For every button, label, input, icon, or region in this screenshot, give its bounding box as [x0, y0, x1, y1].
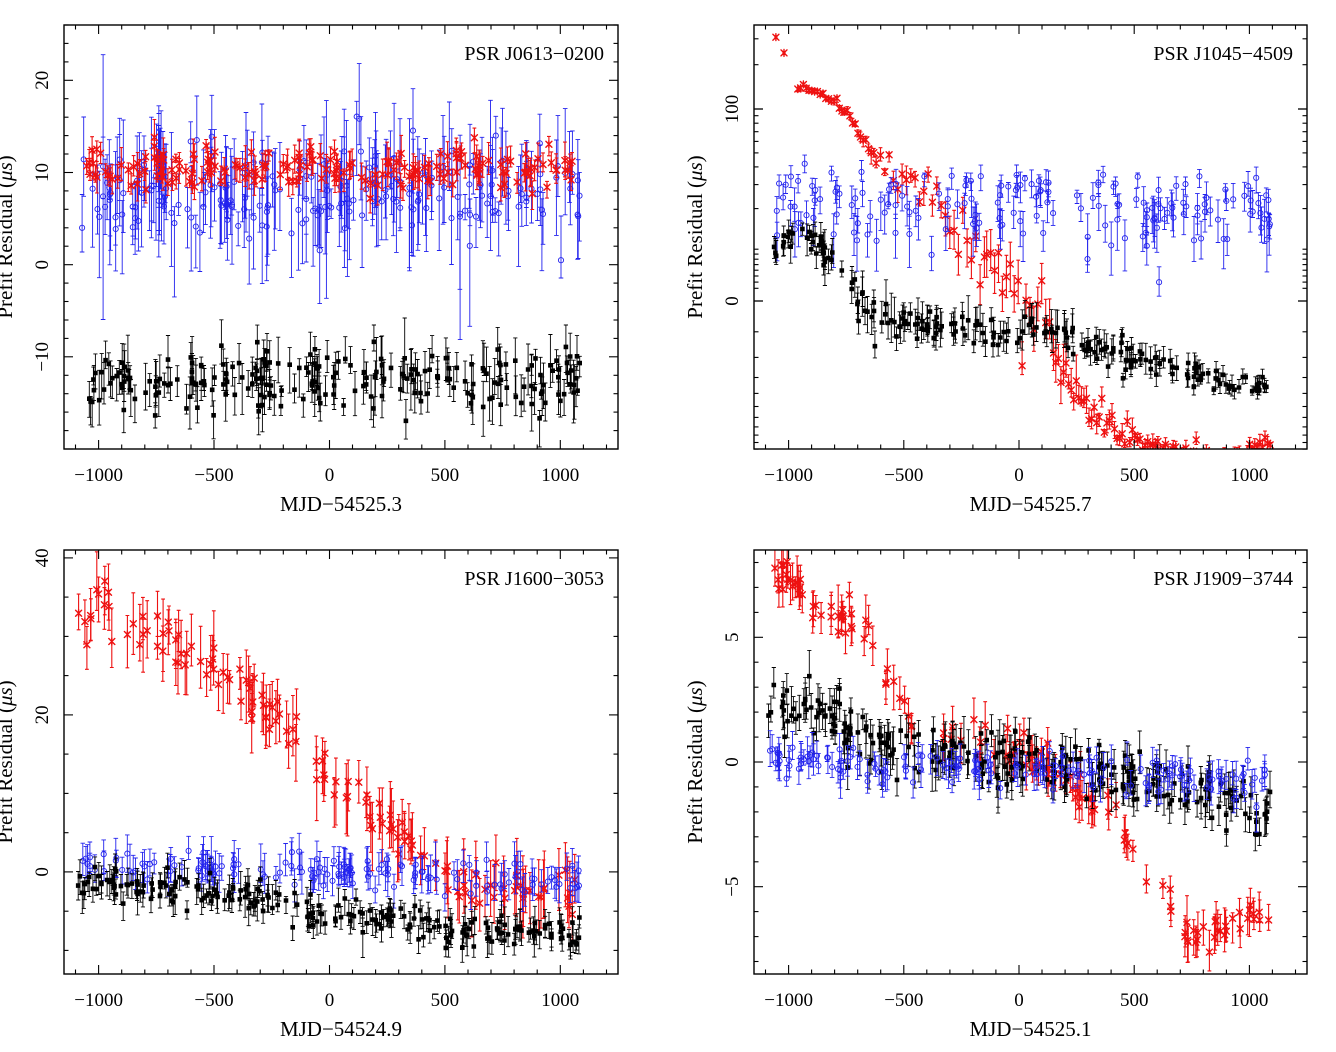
svg-text:Prefit Residual (μs): Prefit Residual (μs)	[683, 155, 707, 318]
svg-text:Prefit Residual (μs): Prefit Residual (μs)	[0, 155, 17, 318]
svg-text:−1000: −1000	[74, 990, 123, 1011]
svg-text:40: 40	[32, 548, 53, 567]
svg-text:PSR J0613−0200: PSR J0613−0200	[464, 43, 604, 65]
svg-text:500: 500	[431, 990, 460, 1011]
svg-text:PSR J1045−4509: PSR J1045−4509	[1153, 43, 1293, 65]
svg-text:0: 0	[32, 867, 53, 877]
svg-text:500: 500	[1120, 465, 1149, 486]
svg-text:1000: 1000	[541, 465, 579, 486]
svg-text:0: 0	[1014, 465, 1024, 486]
svg-text:0: 0	[32, 260, 53, 270]
svg-text:−1000: −1000	[764, 990, 813, 1011]
svg-text:1000: 1000	[1230, 990, 1268, 1011]
svg-text:−500: −500	[884, 990, 923, 1011]
svg-text:MJD−54524.9: MJD−54524.9	[280, 1017, 402, 1041]
svg-text:MJD−54525.7: MJD−54525.7	[969, 492, 1091, 516]
svg-text:1000: 1000	[541, 990, 579, 1011]
svg-text:500: 500	[431, 465, 460, 486]
svg-text:0: 0	[1014, 990, 1024, 1011]
svg-text:Prefit Residual (μs): Prefit Residual (μs)	[683, 680, 707, 843]
svg-text:0: 0	[325, 465, 335, 486]
svg-text:PSR J1600−3053: PSR J1600−3053	[464, 568, 604, 590]
svg-text:MJD−54525.1: MJD−54525.1	[969, 1017, 1091, 1041]
svg-text:100: 100	[722, 95, 743, 124]
svg-text:1000: 1000	[1230, 465, 1268, 486]
svg-text:−5: −5	[722, 877, 743, 897]
svg-text:MJD−54525.3: MJD−54525.3	[280, 492, 402, 516]
svg-text:−1000: −1000	[74, 465, 123, 486]
svg-text:0: 0	[325, 990, 335, 1011]
svg-text:−1000: −1000	[764, 465, 813, 486]
svg-text:10: 10	[32, 163, 53, 182]
svg-text:−500: −500	[194, 990, 233, 1011]
svg-text:500: 500	[1120, 990, 1149, 1011]
svg-text:0: 0	[722, 296, 743, 306]
svg-text:Prefit Residual (μs): Prefit Residual (μs)	[0, 680, 17, 843]
svg-text:20: 20	[32, 71, 53, 90]
svg-text:5: 5	[722, 633, 743, 643]
svg-text:−500: −500	[194, 465, 233, 486]
svg-text:PSR J1909−3744: PSR J1909−3744	[1153, 568, 1293, 590]
svg-text:0: 0	[722, 757, 743, 767]
svg-text:20: 20	[32, 705, 53, 724]
svg-text:−500: −500	[884, 465, 923, 486]
svg-text:−10: −10	[32, 342, 53, 372]
